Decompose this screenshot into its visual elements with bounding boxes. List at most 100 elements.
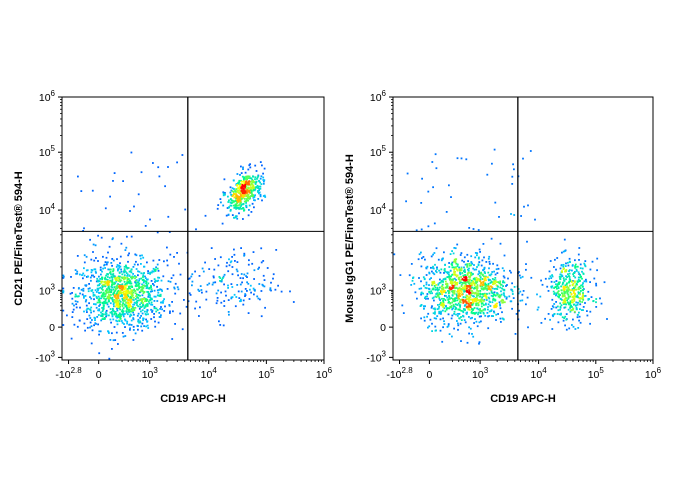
event-dot [465,278,468,281]
event-dot [470,286,473,289]
event-dot [128,292,131,295]
event-dot [522,290,525,292]
event-dot [491,287,494,290]
event-dot [121,288,124,291]
event-dot [101,302,104,304]
event-dot [84,329,86,332]
event-dot [450,306,452,309]
event-dot [82,277,84,280]
event-dot [108,294,110,296]
event-dot [565,318,568,321]
event-dot [135,300,138,303]
event-dot [112,292,115,294]
event-dot [431,270,433,273]
event-dot [124,286,127,289]
event-dot [86,318,89,320]
event-dot [441,293,444,296]
event-dot [257,187,259,189]
event-dot [162,301,164,304]
event-dot [91,274,93,277]
event-dot [436,292,439,295]
event-dot [107,330,109,333]
event-dot [253,181,255,183]
event-dot [458,317,461,320]
event-dot [482,269,484,272]
event-dot [248,175,251,178]
event-dot [124,293,126,296]
event-dot [490,237,493,240]
event-dot [132,299,135,301]
event-dot [105,297,108,300]
event-dot [459,254,462,256]
event-dot [477,304,480,307]
event-dot [130,310,132,313]
event-dot [499,294,502,297]
event-dot [113,286,116,288]
event-dot [240,187,243,190]
event-dot [419,305,422,307]
event-dot [120,279,123,282]
event-dot [139,290,142,293]
event-dot [210,247,213,249]
event-dot [568,257,571,260]
event-dot [247,168,250,171]
event-dot [199,285,202,287]
chart-panel-2: -102.8 0 103 104 105 106-1030103104105106CD19… [344,89,662,405]
event-dot [451,261,454,264]
event-dot [563,280,566,282]
event-dot [498,216,500,218]
event-dot [237,200,240,203]
event-dot [66,314,68,317]
event-dot [112,339,115,342]
event-dot [274,288,277,291]
event-dot [109,302,112,305]
event-dot [423,278,426,281]
event-dot [576,265,579,268]
event-dot [227,201,230,203]
event-dot [86,326,89,329]
event-dot [435,271,438,274]
event-dot [106,283,109,286]
event-dot [437,307,440,310]
y-tick-label: 104 [39,202,56,217]
event-dot [558,296,560,299]
event-dot [93,298,95,301]
event-dot [215,302,218,305]
event-dot [115,315,117,318]
event-dot [110,285,113,288]
event-dot [140,272,143,275]
event-dot [424,295,427,298]
event-dot [437,258,440,261]
event-dot [132,318,135,321]
event-dot [425,266,428,269]
event-dot [474,282,477,284]
event-dot [119,300,122,303]
event-dot [264,196,267,198]
event-dot [431,281,434,283]
event-dot [476,289,478,292]
event-dot [480,282,483,285]
event-dot [451,314,454,317]
event-dot [117,277,120,279]
event-dot [478,315,481,318]
event-dot [480,264,483,267]
event-dot [153,306,156,308]
event-dot [139,316,141,319]
event-dot [132,307,135,309]
event-dot [112,259,115,262]
event-dot [484,288,486,290]
event-dot [198,315,200,317]
event-dot [564,286,567,288]
event-dot [572,290,575,293]
event-dot [492,262,494,265]
event-dot [228,264,231,267]
event-dot [113,281,116,284]
event-dot [498,294,501,297]
event-dot [494,201,497,204]
event-dot [567,301,569,304]
event-dot [247,177,250,179]
event-dot [466,291,469,293]
event-dot [477,229,480,231]
event-dot [105,274,107,277]
event-dot [227,311,230,313]
